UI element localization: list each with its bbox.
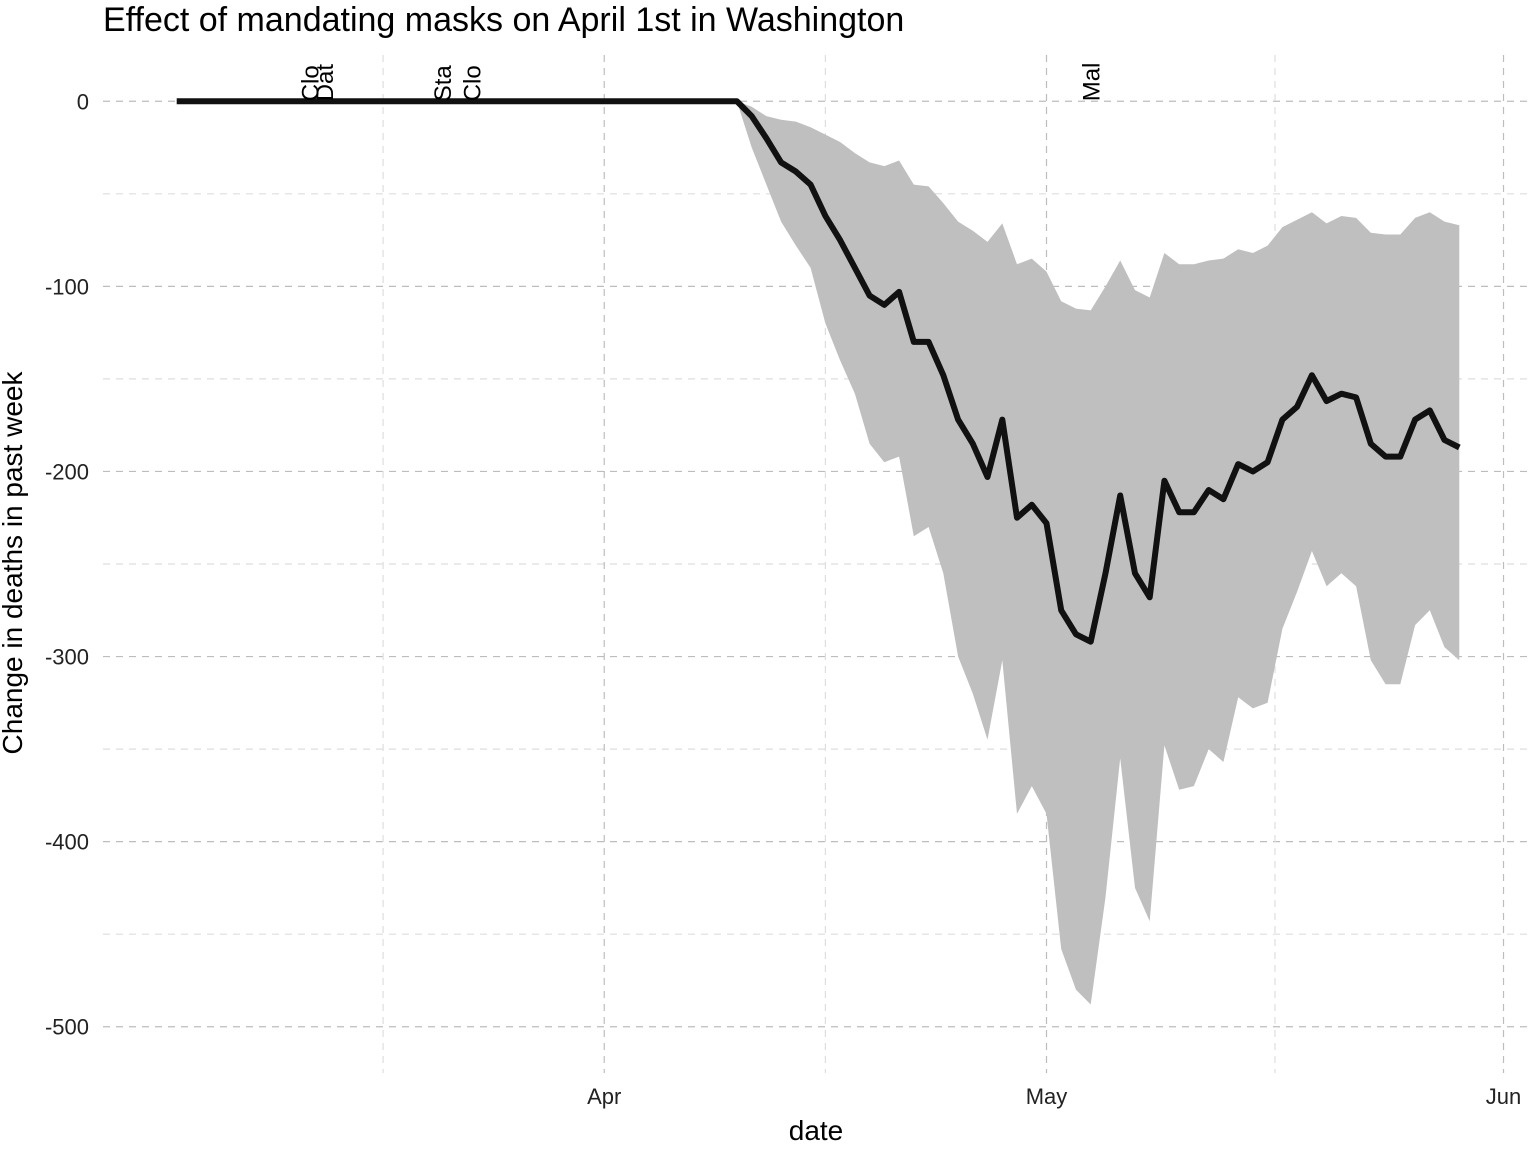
event-annotation: Clo [297,65,324,101]
y-tick-label: -200 [45,459,89,484]
x-tick-label: Apr [587,1084,621,1109]
y-tick-label: -500 [45,1015,89,1040]
event-annotation: Dat [312,64,339,102]
x-tick-label: Jun [1486,1084,1521,1109]
y-tick-label: -100 [45,274,89,299]
x-axis-label: date [789,1115,844,1146]
y-axis-label: Change in deaths in past week [0,371,28,755]
effect-line-path [176,98,1461,645]
confidence-band-area [176,101,1460,1005]
x-axis-ticks: Apr May Jun [587,1084,1521,1109]
chart-title: Effect of mandating masks on April 1st i… [103,1,904,39]
confidence-band [176,101,1460,1005]
x-tick-label: May [1026,1084,1068,1109]
y-axis-ticks: 0 -100 -200 -300 -400 -500 [45,89,89,1039]
y-tick-label: -300 [45,645,89,670]
effect-line [176,98,1461,645]
event-annotation: Mal [1079,63,1106,102]
event-annotation: Clo [460,65,487,101]
event-annotation: Sta [430,65,457,102]
y-tick-label: 0 [77,89,89,114]
y-tick-label: -400 [45,830,89,855]
